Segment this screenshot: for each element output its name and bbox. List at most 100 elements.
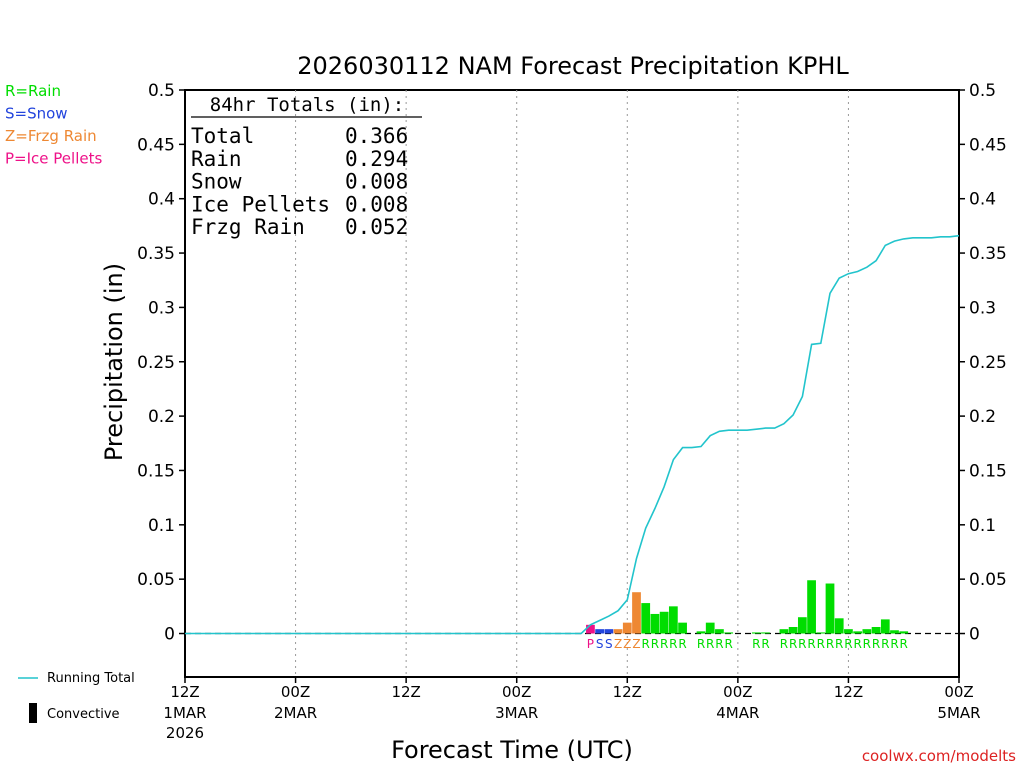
y-tick-label: 0: [969, 625, 980, 645]
precip-bar: [650, 613, 660, 634]
precip-type-letter: R: [715, 637, 723, 651]
type-legend-entry: P=Ice Pellets: [5, 150, 102, 168]
precip-type-letter: R: [844, 637, 852, 651]
y-tick-label: 0.25: [137, 353, 175, 373]
precip-bar: [761, 632, 770, 634]
precip-bar: [862, 629, 872, 634]
y-tick-label: 0.3: [148, 298, 175, 318]
precip-bar: [632, 592, 641, 634]
totals-box: 84hr Totals (in): Total 0.366 Rain 0.294 Sno…: [191, 94, 422, 239]
x-tick-label: 00Z: [281, 683, 310, 701]
convective-legend-label: Convective: [47, 707, 120, 722]
x-axis-label: Forecast Time (UTC): [391, 736, 633, 764]
y-tick-label: 0.3: [969, 298, 996, 318]
x-axis: 12Z 1MAR 2026 00Z 2MAR 12Z 00Z 3MAR 12Z 00Z 4MAR 12…: [163, 677, 981, 742]
y-tick-label: 0.4: [969, 190, 996, 210]
precip-bar: [696, 631, 706, 634]
precip-type-letter: R: [761, 637, 769, 651]
chart-title: 2026030112 NAM Forecast Precipitation KP…: [297, 52, 849, 80]
precip-bar: [788, 626, 798, 634]
precip-type-letter: R: [651, 637, 659, 651]
totals-value: 0.294: [345, 147, 408, 171]
type-legend-entry: R=Rain: [5, 82, 61, 100]
source-credit: coolwx.com/modelts: [862, 747, 1016, 765]
y-tick-label: 0.4: [148, 190, 175, 210]
y-tick-label: 0.2: [969, 407, 996, 427]
precip-bar: [641, 603, 651, 634]
precip-bar: [880, 619, 890, 634]
precip-bar: [715, 629, 724, 634]
precip-bar: [871, 626, 881, 634]
vertical-grid-lines: [295, 90, 849, 677]
precip-bar: [622, 622, 632, 634]
totals-header: 84hr Totals (in):: [210, 94, 404, 116]
precip-bar: [668, 606, 678, 634]
precip-type-letter: S: [605, 637, 613, 651]
precip-type-letter: R: [863, 637, 871, 651]
precip-type-letter: R: [881, 637, 889, 651]
precip-type-letter: R: [835, 637, 843, 651]
type-legend-entry: S=Snow: [5, 105, 68, 123]
totals-value: 0.008: [345, 192, 408, 216]
precip-bar: [705, 622, 715, 634]
totals-label: Frzg Rain: [191, 215, 305, 239]
precip-type-letter: R: [890, 637, 898, 651]
precip-type-letter: R: [724, 637, 732, 651]
precip-type-letter: R: [706, 637, 714, 651]
precip-type-letter: R: [752, 637, 760, 651]
precip-type-letter: Z: [614, 637, 622, 651]
precip-bar: [604, 629, 614, 634]
type-legend-entry: Z=Frzg Rain: [5, 127, 97, 145]
precip-bar: [751, 632, 761, 634]
precip-type-letter: R: [789, 637, 797, 651]
precip-bars: [586, 580, 909, 634]
precip-bar: [825, 583, 835, 634]
precip-bar: [613, 629, 623, 634]
precip-type-letter: R: [826, 637, 834, 651]
x-tick-label: 00Z: [944, 683, 973, 701]
y-tick-label: 0.2: [148, 407, 175, 427]
y-tick-label: 0.5: [969, 81, 996, 101]
running-total-line: [185, 234, 960, 635]
y-tick-label: 0.05: [969, 570, 1007, 590]
y-tick-label: 0.05: [137, 570, 175, 590]
y-tick-label: 0.1: [148, 516, 175, 536]
x-tick-label: 12Z: [613, 683, 642, 701]
y-tick-label: 0.25: [969, 353, 1007, 373]
precip-bar: [844, 629, 853, 634]
precip-bar: [678, 622, 687, 634]
y-tick-label: 0.15: [969, 461, 1007, 481]
y-tick-label: 0: [164, 625, 175, 645]
precip-bar: [779, 629, 789, 634]
precip-bar: [890, 630, 899, 634]
precip-bar: [797, 617, 807, 634]
precip-type-letter: R: [798, 637, 806, 651]
precip-type-letter: R: [853, 637, 861, 651]
y-tick-label: 0.45: [137, 135, 175, 155]
precip-bar: [816, 632, 826, 634]
precip-type-letter: P: [587, 637, 594, 651]
x-tick-date: 5MAR: [937, 704, 980, 722]
totals-label: Snow: [191, 170, 242, 194]
precip-type-letter: R: [678, 637, 686, 651]
plot-frame: [184, 89, 960, 678]
totals-label: Rain: [191, 147, 242, 171]
x-tick-label: 00Z: [723, 683, 752, 701]
y-tick-label: 0.5: [148, 81, 175, 101]
x-tick-date: 4MAR: [716, 704, 759, 722]
precip-type-letter: R: [872, 637, 880, 651]
totals-value: 0.008: [345, 170, 408, 194]
precip-type-letter: R: [900, 637, 908, 651]
x-tick-year: 2026: [166, 724, 204, 742]
precip-type-letter: R: [697, 637, 705, 651]
precip-bar: [724, 632, 734, 634]
y-tick-label: 0.35: [137, 244, 175, 264]
totals-label: Ice Pellets: [191, 192, 330, 216]
precip-type-letter: S: [596, 637, 604, 651]
precip-type-letter: R: [660, 637, 668, 651]
precip-type-letter: R: [642, 637, 650, 651]
x-tick-label: 12Z: [834, 683, 863, 701]
x-tick-label: 12Z: [391, 683, 420, 701]
